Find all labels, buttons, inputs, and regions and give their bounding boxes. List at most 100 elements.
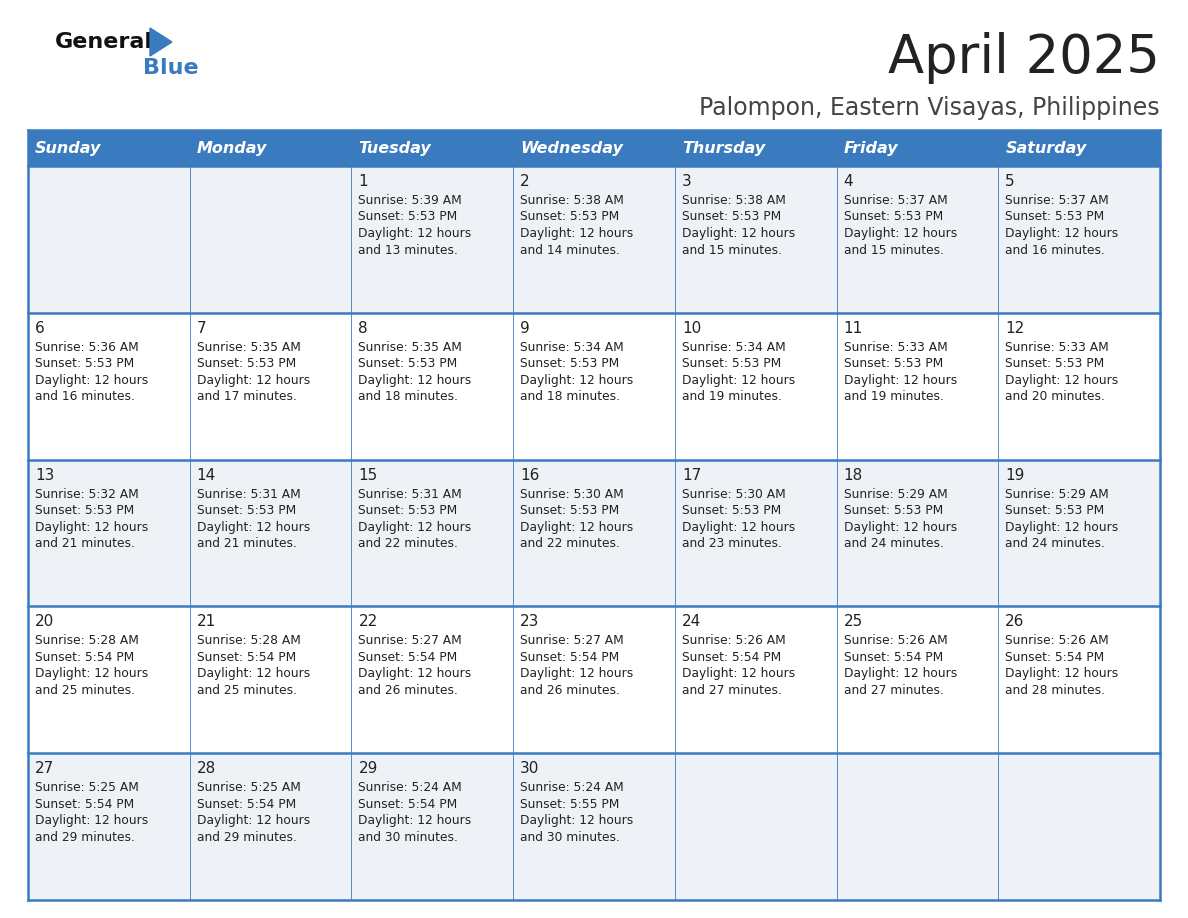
Bar — [836, 753, 998, 900]
Bar — [998, 130, 1159, 166]
Bar — [836, 460, 998, 607]
Text: Sunrise: 5:31 AM: Sunrise: 5:31 AM — [197, 487, 301, 500]
Text: Sunset: 5:53 PM: Sunset: 5:53 PM — [520, 504, 619, 517]
Text: Sunrise: 5:27 AM: Sunrise: 5:27 AM — [520, 634, 624, 647]
Bar — [352, 607, 513, 753]
Text: Sunrise: 5:30 AM: Sunrise: 5:30 AM — [520, 487, 624, 500]
Bar — [190, 753, 352, 900]
Text: Daylight: 12 hours: Daylight: 12 hours — [1005, 374, 1119, 386]
Text: and 21 minutes.: and 21 minutes. — [34, 537, 135, 550]
Bar — [675, 607, 836, 753]
Text: Sunrise: 5:26 AM: Sunrise: 5:26 AM — [682, 634, 785, 647]
Text: Sunrise: 5:32 AM: Sunrise: 5:32 AM — [34, 487, 139, 500]
Text: Sunrise: 5:33 AM: Sunrise: 5:33 AM — [1005, 341, 1110, 353]
Text: 19: 19 — [1005, 467, 1025, 483]
Text: 16: 16 — [520, 467, 539, 483]
Text: and 29 minutes.: and 29 minutes. — [34, 831, 135, 844]
Text: Sunset: 5:54 PM: Sunset: 5:54 PM — [197, 798, 296, 811]
Text: 24: 24 — [682, 614, 701, 630]
Bar — [29, 753, 190, 900]
Text: and 18 minutes.: and 18 minutes. — [359, 390, 459, 403]
Text: Sunset: 5:54 PM: Sunset: 5:54 PM — [843, 651, 943, 664]
Text: and 21 minutes.: and 21 minutes. — [197, 537, 297, 550]
Text: Daylight: 12 hours: Daylight: 12 hours — [520, 374, 633, 386]
Text: Daylight: 12 hours: Daylight: 12 hours — [34, 814, 148, 827]
Text: Daylight: 12 hours: Daylight: 12 hours — [359, 227, 472, 240]
Text: and 25 minutes.: and 25 minutes. — [197, 684, 297, 697]
Bar — [998, 607, 1159, 753]
Bar — [998, 753, 1159, 900]
Text: 26: 26 — [1005, 614, 1025, 630]
Text: Sunset: 5:53 PM: Sunset: 5:53 PM — [197, 504, 296, 517]
Text: and 25 minutes.: and 25 minutes. — [34, 684, 135, 697]
Text: 11: 11 — [843, 320, 862, 336]
Text: Daylight: 12 hours: Daylight: 12 hours — [197, 521, 310, 533]
Text: April 2025: April 2025 — [889, 32, 1159, 84]
Bar — [352, 753, 513, 900]
Text: Sunrise: 5:28 AM: Sunrise: 5:28 AM — [34, 634, 139, 647]
Text: Sunset: 5:54 PM: Sunset: 5:54 PM — [1005, 651, 1105, 664]
Text: Sunset: 5:54 PM: Sunset: 5:54 PM — [359, 798, 457, 811]
Text: Sunrise: 5:30 AM: Sunrise: 5:30 AM — [682, 487, 785, 500]
Bar — [998, 460, 1159, 607]
Text: and 19 minutes.: and 19 minutes. — [682, 390, 782, 403]
Text: Sunset: 5:53 PM: Sunset: 5:53 PM — [682, 210, 781, 223]
Text: Thursday: Thursday — [682, 140, 765, 155]
Text: and 28 minutes.: and 28 minutes. — [1005, 684, 1105, 697]
Text: Daylight: 12 hours: Daylight: 12 hours — [520, 227, 633, 240]
Bar — [513, 313, 675, 460]
Bar — [190, 313, 352, 460]
Bar — [675, 166, 836, 313]
Text: 23: 23 — [520, 614, 539, 630]
Text: Daylight: 12 hours: Daylight: 12 hours — [520, 814, 633, 827]
Text: 29: 29 — [359, 761, 378, 777]
Bar — [190, 607, 352, 753]
Text: and 27 minutes.: and 27 minutes. — [682, 684, 782, 697]
Text: and 26 minutes.: and 26 minutes. — [520, 684, 620, 697]
Text: Sunrise: 5:28 AM: Sunrise: 5:28 AM — [197, 634, 301, 647]
Text: Sunrise: 5:26 AM: Sunrise: 5:26 AM — [843, 634, 947, 647]
Text: Sunset: 5:53 PM: Sunset: 5:53 PM — [359, 357, 457, 370]
Bar — [352, 130, 513, 166]
Bar — [190, 166, 352, 313]
Text: Sunset: 5:53 PM: Sunset: 5:53 PM — [520, 357, 619, 370]
Text: 5: 5 — [1005, 174, 1015, 189]
Text: 13: 13 — [34, 467, 55, 483]
Text: Saturday: Saturday — [1005, 140, 1087, 155]
Text: Blue: Blue — [143, 58, 198, 78]
Text: and 15 minutes.: and 15 minutes. — [682, 243, 782, 256]
Text: Sunset: 5:54 PM: Sunset: 5:54 PM — [34, 651, 134, 664]
Text: Daylight: 12 hours: Daylight: 12 hours — [359, 521, 472, 533]
Text: 15: 15 — [359, 467, 378, 483]
Text: 4: 4 — [843, 174, 853, 189]
Text: Daylight: 12 hours: Daylight: 12 hours — [682, 227, 795, 240]
Text: Daylight: 12 hours: Daylight: 12 hours — [197, 814, 310, 827]
Text: 30: 30 — [520, 761, 539, 777]
Text: Sunset: 5:53 PM: Sunset: 5:53 PM — [1005, 504, 1105, 517]
Text: Daylight: 12 hours: Daylight: 12 hours — [1005, 667, 1119, 680]
Text: 18: 18 — [843, 467, 862, 483]
Text: Sunrise: 5:34 AM: Sunrise: 5:34 AM — [520, 341, 624, 353]
Text: Daylight: 12 hours: Daylight: 12 hours — [1005, 227, 1119, 240]
Text: Sunrise: 5:37 AM: Sunrise: 5:37 AM — [843, 194, 947, 207]
Text: Daylight: 12 hours: Daylight: 12 hours — [843, 521, 956, 533]
Text: and 15 minutes.: and 15 minutes. — [843, 243, 943, 256]
Text: and 23 minutes.: and 23 minutes. — [682, 537, 782, 550]
Bar — [513, 753, 675, 900]
Text: 3: 3 — [682, 174, 691, 189]
Text: Daylight: 12 hours: Daylight: 12 hours — [1005, 521, 1119, 533]
Text: Daylight: 12 hours: Daylight: 12 hours — [682, 374, 795, 386]
Text: Sunset: 5:54 PM: Sunset: 5:54 PM — [197, 651, 296, 664]
Text: General: General — [55, 32, 153, 52]
Bar — [513, 460, 675, 607]
Text: Sunset: 5:55 PM: Sunset: 5:55 PM — [520, 798, 619, 811]
Text: Sunset: 5:53 PM: Sunset: 5:53 PM — [843, 210, 943, 223]
Text: Sunrise: 5:38 AM: Sunrise: 5:38 AM — [682, 194, 785, 207]
Bar — [29, 166, 190, 313]
Text: 8: 8 — [359, 320, 368, 336]
Text: 21: 21 — [197, 614, 216, 630]
Text: and 29 minutes.: and 29 minutes. — [197, 831, 297, 844]
Text: Sunset: 5:53 PM: Sunset: 5:53 PM — [1005, 357, 1105, 370]
Text: Sunrise: 5:25 AM: Sunrise: 5:25 AM — [34, 781, 139, 794]
Bar — [513, 607, 675, 753]
